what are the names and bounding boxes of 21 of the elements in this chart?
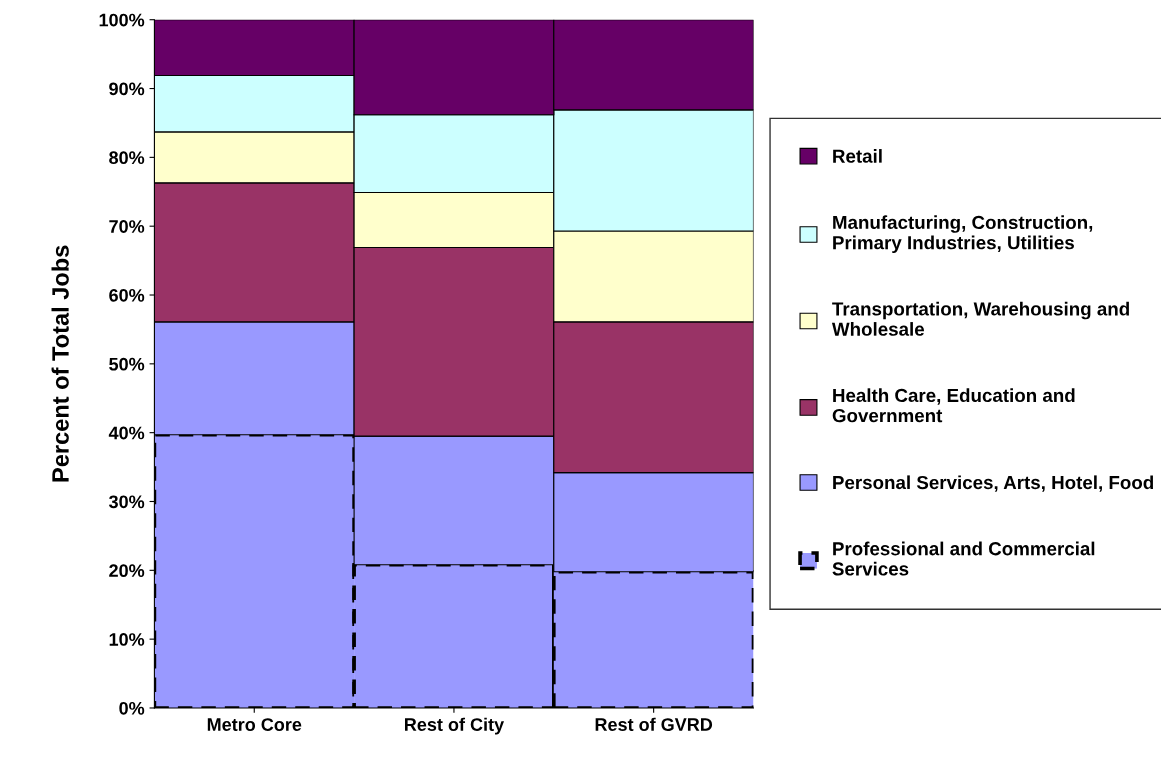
- legend-label: Health Care, Education and Government: [832, 388, 1075, 423]
- y-tick-label: 10%: [109, 633, 145, 646]
- y-tick-label: 50%: [109, 357, 145, 371]
- legend-label: Personal Services, Arts, Hotel, Food: [833, 475, 1154, 492]
- y-tick-label: 60%: [109, 288, 145, 302]
- legend-label: Professional and Commercial Services: [832, 541, 1095, 576]
- x-tick-label: Rest of City: [405, 717, 505, 735]
- y-axis-title: Percent of Total Jobs: [51, 245, 69, 482]
- y-tick-label: 20%: [109, 564, 145, 578]
- legend-label: Retail: [833, 149, 882, 163]
- x-tick-label: Metro Core: [207, 718, 302, 731]
- x-tick-label: Rest of GVRD: [595, 717, 713, 731]
- y-tick-label: 40%: [108, 426, 145, 440]
- y-tick-label: 90%: [109, 82, 145, 96]
- legend-label: Transportation, Warehousing and Wholesale: [831, 301, 1129, 336]
- y-tick-label: 80%: [109, 151, 145, 165]
- y-tick-label: 0%: [119, 701, 145, 715]
- y-tick-label: 70%: [109, 220, 145, 233]
- y-tick-label: 30%: [108, 495, 145, 509]
- y-tick-label: 100%: [99, 13, 145, 27]
- legend-label: Manufacturing, Construction, Primary Industries, Utilities: [833, 215, 1093, 254]
